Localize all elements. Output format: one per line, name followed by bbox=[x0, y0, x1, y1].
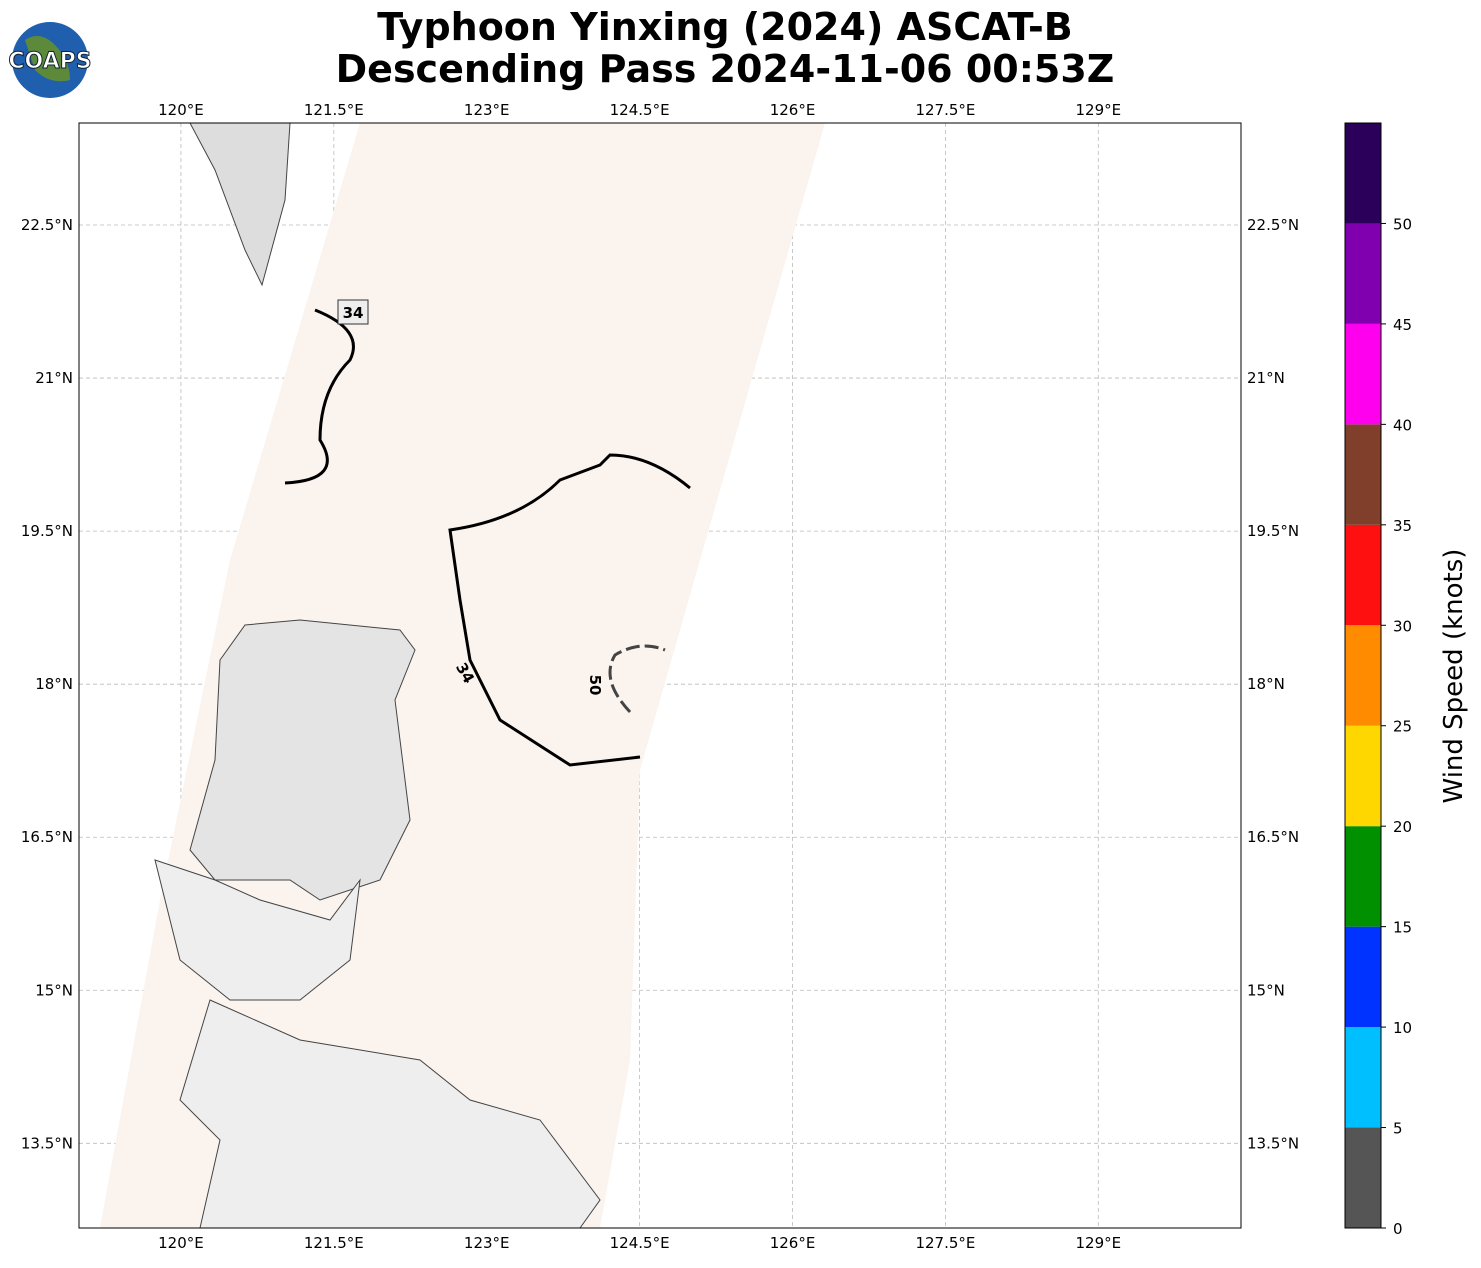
contour-label: 34 bbox=[343, 304, 364, 322]
x-tick-label: 126°E bbox=[770, 101, 816, 119]
colorbar-segment bbox=[1345, 625, 1381, 726]
logo-land bbox=[25, 36, 70, 82]
y-tick-label: 19.5°N bbox=[21, 522, 73, 540]
y-tick-label: 15°N bbox=[1247, 981, 1285, 999]
colorbar-tick-label: 0 bbox=[1393, 1220, 1403, 1238]
x-tick-label: 129°E bbox=[1075, 101, 1121, 119]
y-tick-label: 22.5°N bbox=[21, 216, 73, 234]
contour-34-west bbox=[284, 308, 355, 485]
colorbar-segment bbox=[1345, 223, 1381, 324]
colorbar-tick-label: 30 bbox=[1393, 617, 1412, 635]
colorbar-segment bbox=[1345, 725, 1381, 827]
colorbar-tick-label: 5 bbox=[1393, 1120, 1403, 1138]
colorbar-segment bbox=[1345, 524, 1381, 626]
x-tick-label: 126°E bbox=[770, 1234, 816, 1252]
x-tick-label: 120°E bbox=[158, 101, 204, 119]
colorbar-tick-label: 15 bbox=[1393, 919, 1412, 937]
x-tick-label: 124.5°E bbox=[610, 1234, 670, 1252]
x-tick-label: 127.5°E bbox=[915, 101, 975, 119]
y-tick-label: 16.5°N bbox=[1247, 828, 1299, 846]
colorbar-segment bbox=[1345, 1027, 1381, 1128]
colorbar-tick-label: 35 bbox=[1393, 517, 1412, 535]
map-frame bbox=[78, 122, 1242, 1229]
colorbar-segment bbox=[1345, 323, 1381, 425]
colorbar-tick-label: 45 bbox=[1393, 316, 1412, 334]
colorbar-tick-label: 50 bbox=[1393, 215, 1412, 233]
subtitle: Descending Pass 2024-11-06 00:53Z bbox=[336, 47, 1115, 91]
logo-text: COAPS bbox=[8, 49, 91, 74]
colorbar-segment bbox=[1345, 123, 1381, 224]
y-tick-label: 18°N bbox=[1247, 675, 1285, 693]
colorbar-segment bbox=[1345, 1127, 1381, 1228]
x-tick-label: 123°E bbox=[464, 1234, 510, 1252]
contour-label: 50 bbox=[586, 675, 604, 696]
contour-50 bbox=[608, 644, 666, 714]
colorbar: 0 5 10 15 20 25 30 35 40 45 50 bbox=[1344, 122, 1412, 1238]
y-tick-label: 16.5°N bbox=[21, 828, 73, 846]
x-tick-label: 124.5°E bbox=[610, 101, 670, 119]
colorbar-segment bbox=[1345, 926, 1381, 1028]
colorbar-segment bbox=[1345, 424, 1381, 525]
x-tick-label: 123°E bbox=[464, 101, 510, 119]
x-tick-label: 121.5°E bbox=[304, 1234, 364, 1252]
title: Typhoon Yinxing (2024) ASCAT-B bbox=[377, 5, 1072, 49]
y-tick-label: 18°N bbox=[35, 675, 73, 693]
y-tick-label: 15°N bbox=[35, 981, 73, 999]
contour-label-box bbox=[337, 299, 369, 325]
taiwan bbox=[189, 123, 291, 287]
luzon-south bbox=[179, 999, 601, 1228]
colorbar-label: Wind Speed (knots) bbox=[1439, 549, 1469, 804]
luzon-central bbox=[154, 859, 361, 1001]
x-tick-label: 120°E bbox=[158, 1234, 204, 1252]
y-tick-label: 13.5°N bbox=[21, 1134, 73, 1152]
x-tick-label: 127.5°E bbox=[915, 1234, 975, 1252]
y-tick-label: 22.5°N bbox=[1247, 216, 1299, 234]
contour-34-east bbox=[448, 453, 691, 767]
logo: COAPS bbox=[8, 22, 92, 98]
colorbar-tick-label: 10 bbox=[1393, 1019, 1412, 1037]
map-layer: 34 34 50 bbox=[100, 123, 825, 1228]
colorbar-tick-label: 20 bbox=[1393, 818, 1412, 836]
y-tick-label: 13.5°N bbox=[1247, 1134, 1299, 1152]
luzon-north bbox=[189, 619, 416, 901]
x-tick-label: 129°E bbox=[1075, 1234, 1121, 1252]
colorbar-tick-label: 25 bbox=[1393, 718, 1412, 736]
y-tick-label: 19.5°N bbox=[1247, 522, 1299, 540]
colorbar-tick-label: 40 bbox=[1393, 416, 1412, 434]
y-tick-label: 21°N bbox=[1247, 369, 1285, 387]
x-tick-label: 121.5°E bbox=[304, 101, 364, 119]
colorbar-frame bbox=[1344, 122, 1382, 1229]
colorbar-segment bbox=[1345, 826, 1381, 927]
y-tick-label: 21°N bbox=[35, 369, 73, 387]
